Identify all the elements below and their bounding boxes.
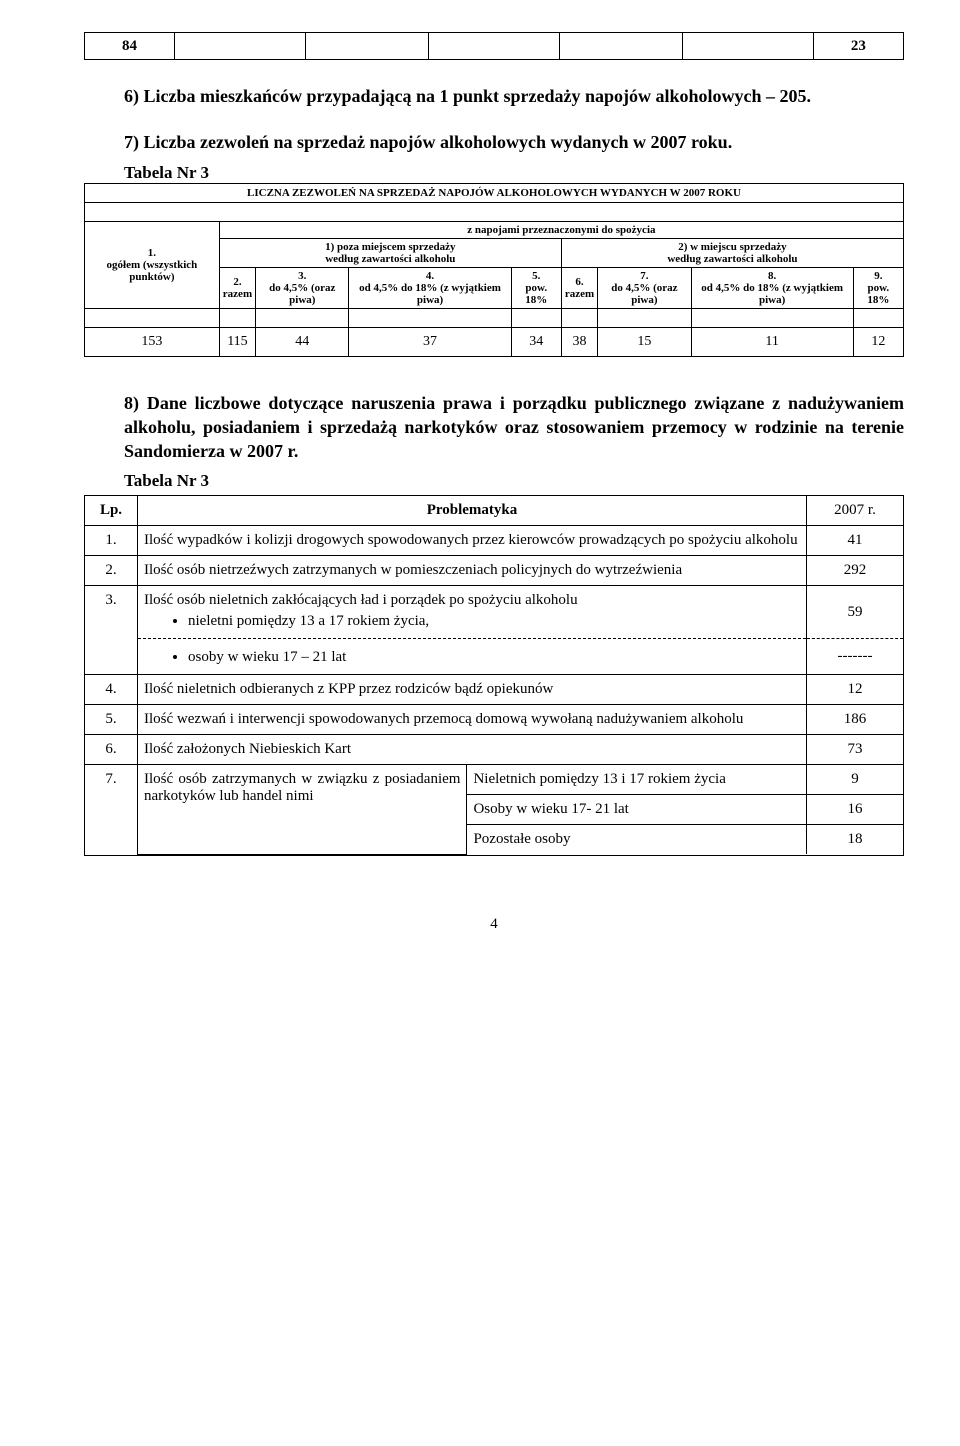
top-c2 — [306, 33, 429, 60]
c7: 7.do 4,5% (oraz piwa) — [598, 267, 691, 308]
page-number: 4 — [84, 916, 904, 933]
c8: 8.od 4,5% do 18% (z wyjątkiem piwa) — [691, 267, 853, 308]
top-c1 — [175, 33, 306, 60]
heading-6: 6) Liczba mieszkańców przypadającą na 1 … — [84, 84, 904, 108]
c3: 3.do 4,5% (oraz piwa) — [256, 267, 349, 308]
permits-data-row: 153 115 44 37 34 38 15 11 12 — [85, 327, 904, 356]
permits-caption: LICZNA ZEZWOLEŃ NA SPRZEDAŻ NAPOJÓW ALKO… — [84, 183, 904, 202]
c9: 9.pow. 18% — [853, 267, 903, 308]
heading-8: 8) Dane liczbowe dotyczące naruszenia pr… — [124, 391, 904, 464]
c6: 6.razem — [561, 267, 597, 308]
group1: 1) poza miejscem sprzedaży według zawart… — [219, 238, 561, 267]
topspan: z napojami przeznaczonymi do spożycia — [219, 221, 903, 238]
prob-table: Lp. Problematyka 2007 r. 1. Ilość wypadk… — [84, 495, 904, 856]
table-row: 2. Ilość osób nietrzeźwych zatrzymanych … — [85, 556, 904, 586]
c4: 4.od 4,5% do 18% (z wyjątkiem piwa) — [349, 267, 511, 308]
heading-7: 7) Liczba zezwoleń na sprzedaż napojów a… — [84, 130, 904, 154]
tabela-label-2: Tabela Nr 3 — [124, 471, 904, 491]
prob-header: Lp. Problematyka 2007 r. — [85, 496, 904, 526]
table-row: 6. Ilość założonych Niebieskich Kart 73 — [85, 735, 904, 765]
group2: 2) w miejscu sprzedaży według zawartości… — [561, 238, 903, 267]
table-row: 1. Ilość wypadków i kolizji drogowych sp… — [85, 526, 904, 556]
table-row: osoby w wieku 17 – 21 lat ------- — [85, 639, 904, 675]
top-c4 — [559, 33, 682, 60]
top-c6: 23 — [813, 33, 903, 60]
top-c0: 84 — [85, 33, 175, 60]
table-row: 3. Ilość osób nieletnich zakłócających ł… — [85, 586, 904, 639]
table-row: 4. Ilość nieletnich odbieranych z KPP pr… — [85, 675, 904, 705]
table-row: 5. Ilość wezwań i interwencji spowodowan… — [85, 705, 904, 735]
table-row: 7. Ilość osób zatrzymanych w związku z p… — [85, 765, 904, 856]
tabela-label-1: Tabela Nr 3 — [124, 163, 904, 183]
col1-head: 1. ogółem (wszystkich punktów) — [85, 221, 220, 308]
row7-subtable: Ilość osób zatrzymanych w związku z posi… — [138, 765, 903, 855]
top-c5 — [682, 33, 813, 60]
c2: 2.razem — [219, 267, 255, 308]
c5: 5.pow. 18% — [511, 267, 561, 308]
top-row-table: 84 23 — [84, 32, 904, 60]
permits-table: 1. ogółem (wszystkich punktów) z napojam… — [84, 202, 904, 357]
top-c3 — [428, 33, 559, 60]
